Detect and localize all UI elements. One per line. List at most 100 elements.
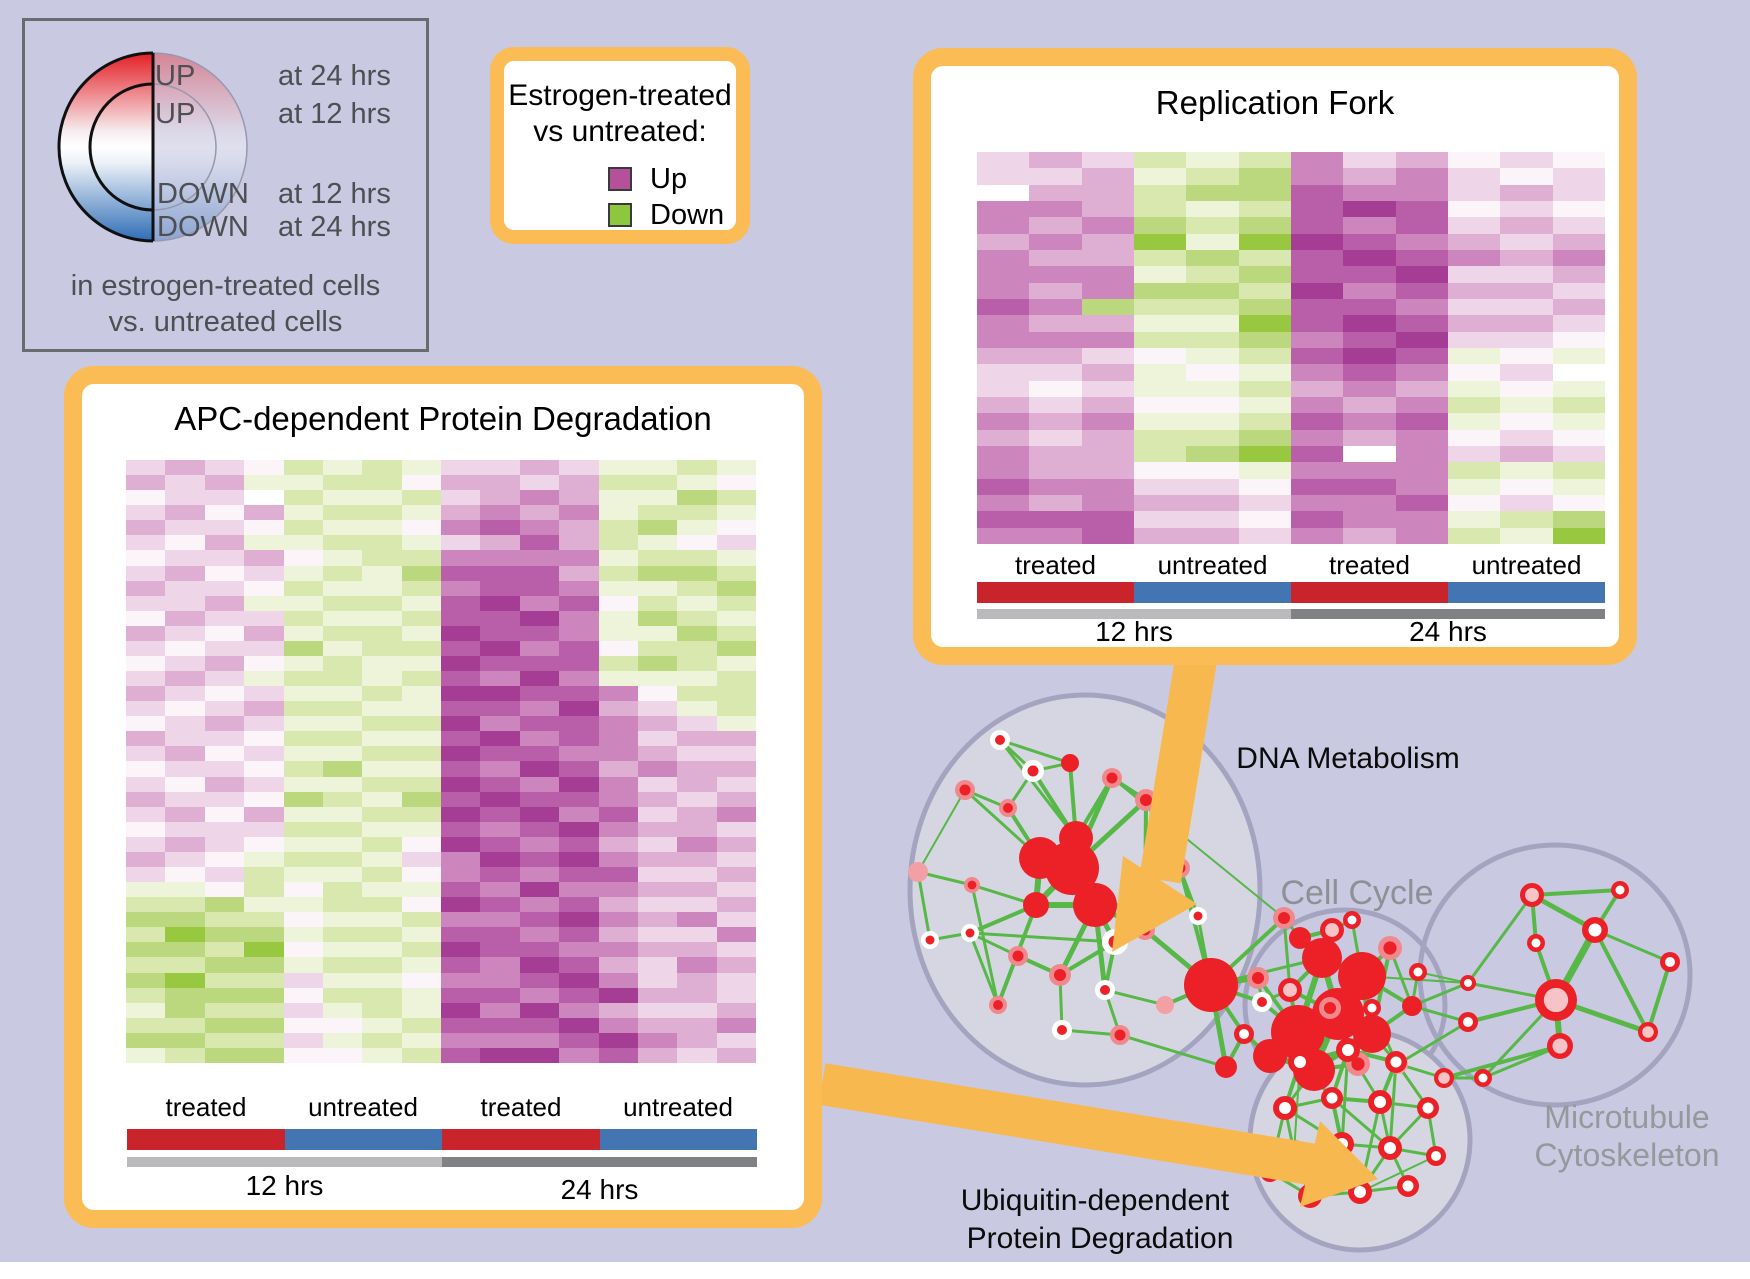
heat-cell	[1238, 446, 1291, 463]
heat-cell	[1081, 233, 1134, 250]
heat-cell	[441, 987, 481, 1003]
heat-cell	[1343, 315, 1396, 332]
heat-cell	[1447, 462, 1501, 479]
heat-cell	[1343, 511, 1396, 528]
heat-cell	[401, 1032, 441, 1048]
heat-cell	[480, 821, 520, 837]
heat-cell	[1029, 380, 1082, 397]
arrow-band-apc-to-ubiquitin	[818, 1063, 1320, 1186]
heat-cell	[244, 535, 284, 551]
heat-cell	[559, 957, 599, 973]
heat-cell	[1447, 152, 1501, 169]
heat-cell	[559, 972, 599, 988]
heat-cell	[598, 655, 638, 672]
network-edge	[1530, 888, 1622, 897]
heat-cell	[322, 595, 363, 611]
heat-cell	[204, 580, 245, 596]
heat-cell	[598, 716, 638, 732]
network-edge	[1330, 1096, 1392, 1150]
heat-cell	[204, 882, 245, 898]
heat-cell	[559, 595, 599, 611]
heat-cell	[559, 475, 599, 491]
heat-cell	[204, 957, 245, 973]
heat-cell	[677, 1047, 717, 1063]
heat-cell	[244, 1032, 284, 1048]
heat-cell	[716, 851, 756, 868]
heat-cell	[283, 1002, 323, 1018]
heat-cell	[637, 957, 678, 973]
heat-cell	[1186, 364, 1239, 381]
heat-cell	[283, 942, 323, 958]
heat-cell	[1500, 201, 1553, 218]
heat-cell	[244, 882, 284, 898]
heat-cell	[322, 580, 363, 596]
heat-cell	[677, 776, 717, 792]
heat-cell	[1500, 429, 1553, 446]
heat-cell	[677, 655, 717, 672]
heat-cell	[362, 505, 402, 521]
heat-cell	[480, 460, 520, 476]
heat-cell	[519, 942, 560, 958]
heat-cell	[598, 821, 638, 837]
heat-cell	[244, 716, 284, 732]
heat-cell	[362, 580, 402, 596]
network-edge	[968, 931, 1000, 1007]
heat-cell	[1395, 511, 1448, 528]
heat-cell	[480, 716, 520, 732]
heat-cell	[1447, 168, 1501, 185]
heat-cell	[716, 580, 756, 596]
heat-cell	[1081, 217, 1134, 234]
heat-cell	[716, 927, 756, 943]
heat-cell	[204, 1017, 245, 1033]
heat-cell	[637, 942, 678, 958]
heat-cell	[480, 640, 520, 656]
network-node-core	[1402, 1180, 1414, 1192]
heat-cell	[441, 836, 481, 852]
heat-cell	[1133, 348, 1187, 365]
heat-cell	[1133, 478, 1187, 495]
heat-cell	[559, 731, 599, 747]
heat-cell	[1133, 462, 1187, 479]
heat-cell	[204, 655, 245, 672]
heat-cell	[401, 655, 441, 672]
heat-cell	[204, 475, 245, 491]
heat-cell	[598, 565, 638, 581]
heat-cell	[283, 791, 323, 807]
heat-cell	[204, 806, 245, 822]
heat-cell	[244, 761, 284, 777]
heat-cell	[1447, 184, 1501, 201]
heat-cell	[480, 655, 520, 672]
concentric-updown-rings	[57, 51, 249, 243]
heat-cell	[1029, 201, 1082, 218]
heat-cell	[401, 746, 441, 762]
heat-cell	[1500, 168, 1553, 185]
heat-cell	[1552, 397, 1605, 414]
heat-cell	[1186, 299, 1239, 316]
heat-cell	[283, 520, 323, 536]
heat-cell	[1133, 397, 1187, 414]
heat-cell	[1186, 233, 1239, 250]
heat-cell	[204, 701, 245, 717]
heat-cell	[559, 776, 599, 792]
heat-cell	[441, 1032, 481, 1048]
heat-cell	[441, 867, 481, 883]
heat-cell	[637, 776, 678, 792]
heat-cell	[244, 957, 284, 973]
heat-cell	[1447, 380, 1501, 397]
heat-cell	[1395, 315, 1448, 332]
heat-cell	[598, 987, 638, 1003]
heat-cell	[401, 897, 441, 913]
heat-cell	[1238, 397, 1291, 414]
heat-cell	[204, 671, 245, 687]
heat-cell	[401, 867, 441, 883]
heat-cell	[1081, 201, 1134, 218]
heat-cell	[480, 1002, 520, 1018]
heat-cell	[165, 972, 205, 988]
apc-untreated-bar-12	[285, 1129, 442, 1150]
heat-cell	[1343, 201, 1396, 218]
heat-cell	[1552, 413, 1605, 430]
heat-cell	[401, 851, 441, 868]
heat-cell	[283, 671, 323, 687]
heat-cell	[637, 746, 678, 762]
heat-cell	[519, 851, 560, 868]
